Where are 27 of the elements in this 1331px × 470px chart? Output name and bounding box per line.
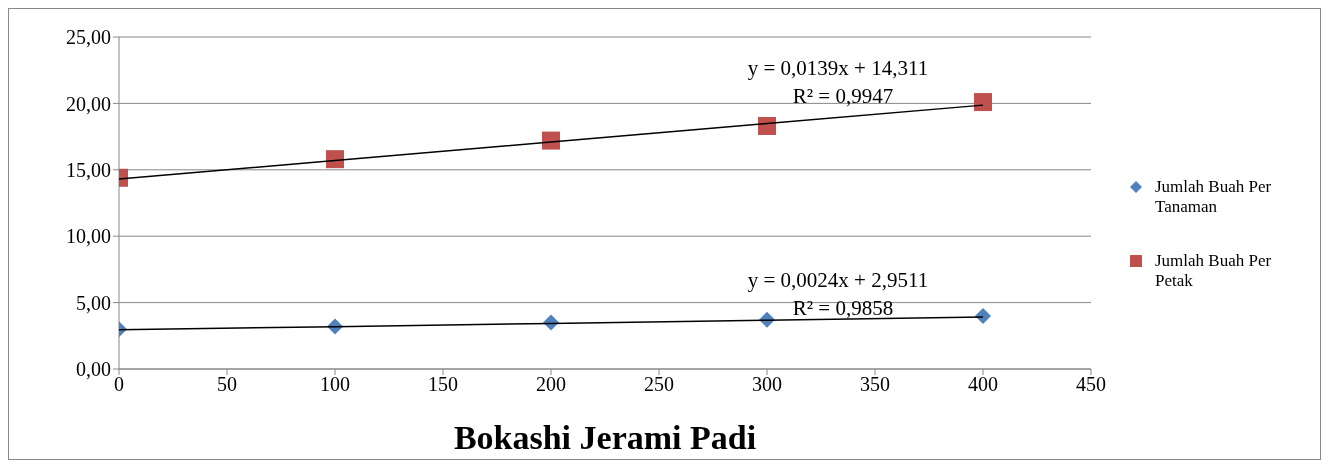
x-tick-label: 200 bbox=[536, 373, 566, 396]
point bbox=[542, 131, 560, 150]
point bbox=[974, 93, 992, 112]
y-tick-label: 20,00 bbox=[66, 92, 111, 115]
x-tick-label: 400 bbox=[968, 373, 998, 396]
point bbox=[758, 116, 776, 135]
annotation: R² = 0,9947 bbox=[792, 84, 894, 109]
x-axis-title: Bokashi Jerami Padi bbox=[453, 419, 757, 456]
annotation: R² = 0,9858 bbox=[792, 296, 894, 321]
x-tick-label: 450 bbox=[1076, 373, 1106, 396]
x-tick-label: 100 bbox=[320, 373, 350, 396]
x-tick-label: 0 bbox=[114, 373, 124, 396]
legend-label: Jumlah Buah Per Petak bbox=[1155, 251, 1273, 291]
x-tick-label: 350 bbox=[860, 373, 890, 396]
x-tick-label: 300 bbox=[752, 373, 782, 396]
x-tick-label: 250 bbox=[644, 373, 674, 396]
x-tick-label: 50 bbox=[217, 373, 237, 396]
y-tick-label: 15,00 bbox=[66, 158, 111, 181]
y-tick-label: 25,00 bbox=[66, 26, 111, 49]
point bbox=[326, 150, 344, 169]
y-tick-label: 0,00 bbox=[76, 358, 111, 381]
annotation: y = 0,0024x + 2,9511 bbox=[747, 268, 929, 293]
legend-label: Jumlah Buah Per Tanaman bbox=[1155, 177, 1273, 217]
x-tick-label: 150 bbox=[428, 373, 458, 396]
y-tick-label: 5,00 bbox=[76, 291, 111, 314]
annotation: y = 0,0139x + 14,311 bbox=[747, 56, 929, 81]
y-tick-label: 10,00 bbox=[66, 225, 111, 248]
